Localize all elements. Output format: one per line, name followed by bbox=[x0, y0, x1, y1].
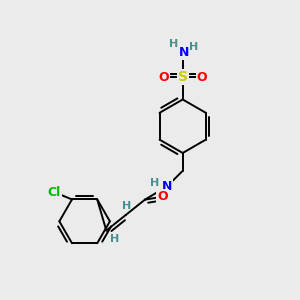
Text: H: H bbox=[122, 201, 132, 211]
Text: H: H bbox=[150, 178, 159, 188]
Text: H: H bbox=[110, 234, 119, 244]
Text: H: H bbox=[189, 43, 199, 52]
Text: S: S bbox=[178, 70, 188, 84]
Text: O: O bbox=[158, 71, 169, 84]
Text: H: H bbox=[169, 40, 178, 50]
Text: O: O bbox=[197, 71, 207, 84]
Text: N: N bbox=[179, 46, 189, 59]
Text: Cl: Cl bbox=[47, 185, 61, 199]
Text: N: N bbox=[162, 180, 172, 193]
Text: O: O bbox=[158, 190, 168, 203]
